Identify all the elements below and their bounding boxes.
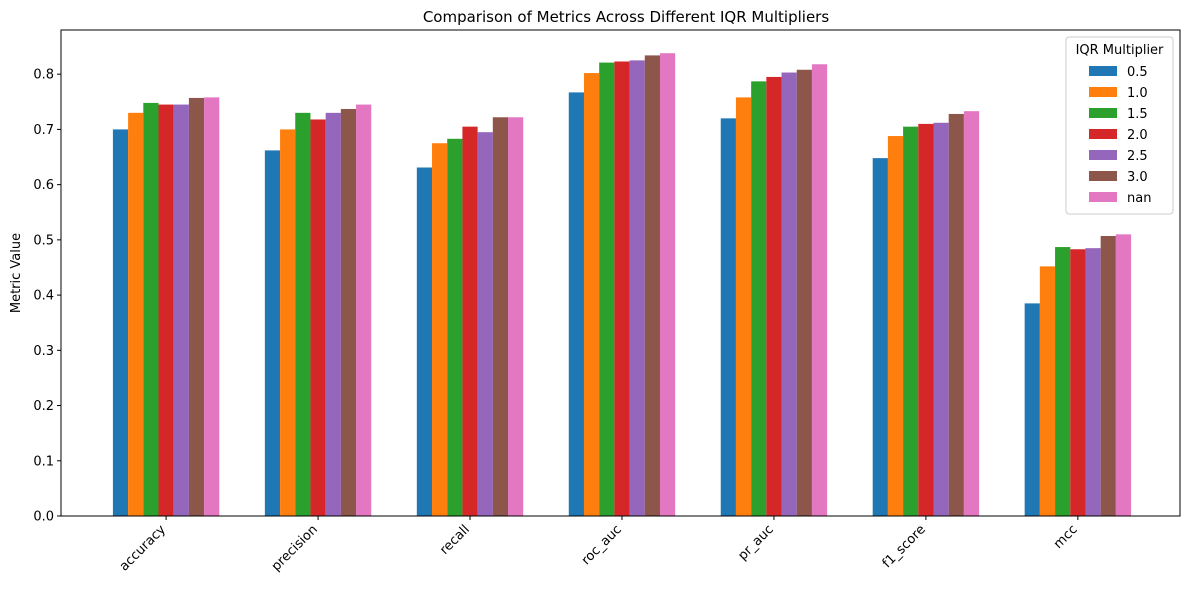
- bar-accuracy-2.0: [158, 104, 174, 516]
- bar-pr_auc-1.0: [735, 97, 752, 516]
- bars-layer: [112, 53, 1132, 517]
- legend-swatch-1.5: [1089, 108, 1117, 118]
- bar-roc_auc-1.0: [583, 73, 600, 516]
- bar-roc_auc-2.0: [614, 61, 630, 516]
- bar-mcc-1.5: [1055, 247, 1071, 517]
- bar-accuracy-3.0: [188, 97, 205, 517]
- bar-f1_score-nan: [963, 111, 980, 517]
- bar-recall-0.5: [416, 167, 433, 516]
- legend-swatch-2.5: [1089, 150, 1117, 160]
- y-tick-label: 0.4: [33, 289, 54, 304]
- y-tick-label: 0.7: [33, 123, 54, 138]
- y-tick-label: 0.6: [33, 178, 54, 193]
- legend: IQR Multiplier 0.5 1.0 1.5 2.0 2.5 3.0 nan: [1065, 36, 1174, 215]
- x-tick-label: precision: [269, 522, 321, 574]
- bar-pr_auc-2.5: [781, 72, 797, 517]
- bar-accuracy-1.5: [143, 102, 159, 517]
- bar-roc_auc-0.5: [568, 92, 584, 516]
- bar-f1_score-2.5: [933, 122, 949, 516]
- legend-label-2.5: 2.5: [1127, 149, 1148, 164]
- bar-mcc-3.0: [1100, 236, 1116, 516]
- legend-label-3.0: 3.0: [1127, 170, 1148, 185]
- y-axis-label: Metric Value: [9, 233, 24, 313]
- bar-f1_score-2.0: [918, 123, 934, 516]
- bar-pr_auc-0.5: [720, 118, 736, 517]
- bar-accuracy-nan: [204, 97, 220, 516]
- bar-f1_score-1.0: [887, 136, 904, 517]
- legend-label-1.0: 1.0: [1127, 86, 1148, 101]
- bar-precision-2.5: [325, 112, 341, 516]
- x-tick-label: recall: [437, 522, 473, 558]
- bar-pr_auc-2.0: [766, 76, 782, 516]
- bar-precision-0.5: [264, 150, 281, 516]
- legend-label-1.5: 1.5: [1127, 107, 1148, 122]
- bar-precision-nan: [356, 104, 372, 516]
- legend-swatch-2.0: [1089, 129, 1117, 139]
- y-tick-label: 0.5: [33, 233, 54, 248]
- bar-recall-2.0: [462, 126, 478, 517]
- bar-recall-1.5: [447, 138, 463, 517]
- bar-pr_auc-3.0: [796, 69, 812, 516]
- bar-f1_score-1.5: [903, 126, 919, 517]
- legend-label-nan: nan: [1127, 191, 1151, 206]
- legend-title: IQR Multiplier: [1076, 43, 1164, 58]
- bar-f1_score-3.0: [948, 113, 964, 516]
- bar-mcc-2.5: [1085, 248, 1101, 516]
- bar-pr_auc-1.5: [751, 81, 767, 517]
- bar-precision-1.5: [295, 112, 311, 516]
- bar-accuracy-0.5: [112, 129, 129, 516]
- legend-swatch-3.0: [1089, 171, 1117, 181]
- x-tick-label: f1_score: [880, 522, 929, 571]
- chart-title: Comparison of Metrics Across Different I…: [423, 8, 830, 26]
- bar-recall-nan: [508, 117, 524, 516]
- bar-mcc-2.0: [1070, 249, 1086, 516]
- bar-recall-3.0: [492, 117, 509, 516]
- bar-pr_auc-nan: [811, 64, 828, 517]
- legend-label-2.0: 2.0: [1127, 128, 1148, 143]
- x-tick-label: pr_auc: [735, 522, 776, 563]
- bar-roc_auc-1.5: [599, 62, 615, 516]
- bar-recall-1.0: [432, 143, 448, 516]
- legend-swatch-1.0: [1089, 87, 1117, 97]
- plot-frame: [60, 29, 1181, 517]
- y-tick-label: 0.0: [33, 510, 54, 525]
- legend-label-0.5: 0.5: [1127, 65, 1148, 80]
- legend-box: [1065, 36, 1174, 215]
- bar-precision-2.0: [310, 119, 326, 516]
- bar-mcc-nan: [1115, 234, 1132, 516]
- y-tick-label: 0.3: [33, 344, 54, 359]
- x-tick-label: roc_auc: [579, 522, 625, 568]
- y-tick-label: 0.1: [33, 454, 54, 469]
- legend-swatch-nan: [1089, 192, 1117, 202]
- bar-recall-2.5: [477, 132, 493, 517]
- bar-roc_auc-3.0: [644, 55, 660, 517]
- bar-accuracy-1.0: [128, 112, 144, 516]
- bar-precision-3.0: [340, 108, 357, 516]
- bar-precision-1.0: [280, 129, 296, 516]
- bar-mcc-0.5: [1024, 303, 1040, 517]
- x-tick-label: mcc: [1051, 522, 1081, 552]
- x-tick-label: accuracy: [117, 522, 169, 574]
- y-tick-label: 0.8: [33, 68, 54, 83]
- bar-roc_auc-2.5: [629, 60, 645, 517]
- bar-mcc-1.0: [1039, 266, 1056, 516]
- bar-f1_score-0.5: [872, 158, 888, 516]
- bar-accuracy-2.5: [173, 104, 189, 516]
- y-tick-label: 0.2: [33, 399, 54, 414]
- bar-roc_auc-nan: [659, 53, 676, 516]
- legend-swatch-0.5: [1089, 66, 1117, 76]
